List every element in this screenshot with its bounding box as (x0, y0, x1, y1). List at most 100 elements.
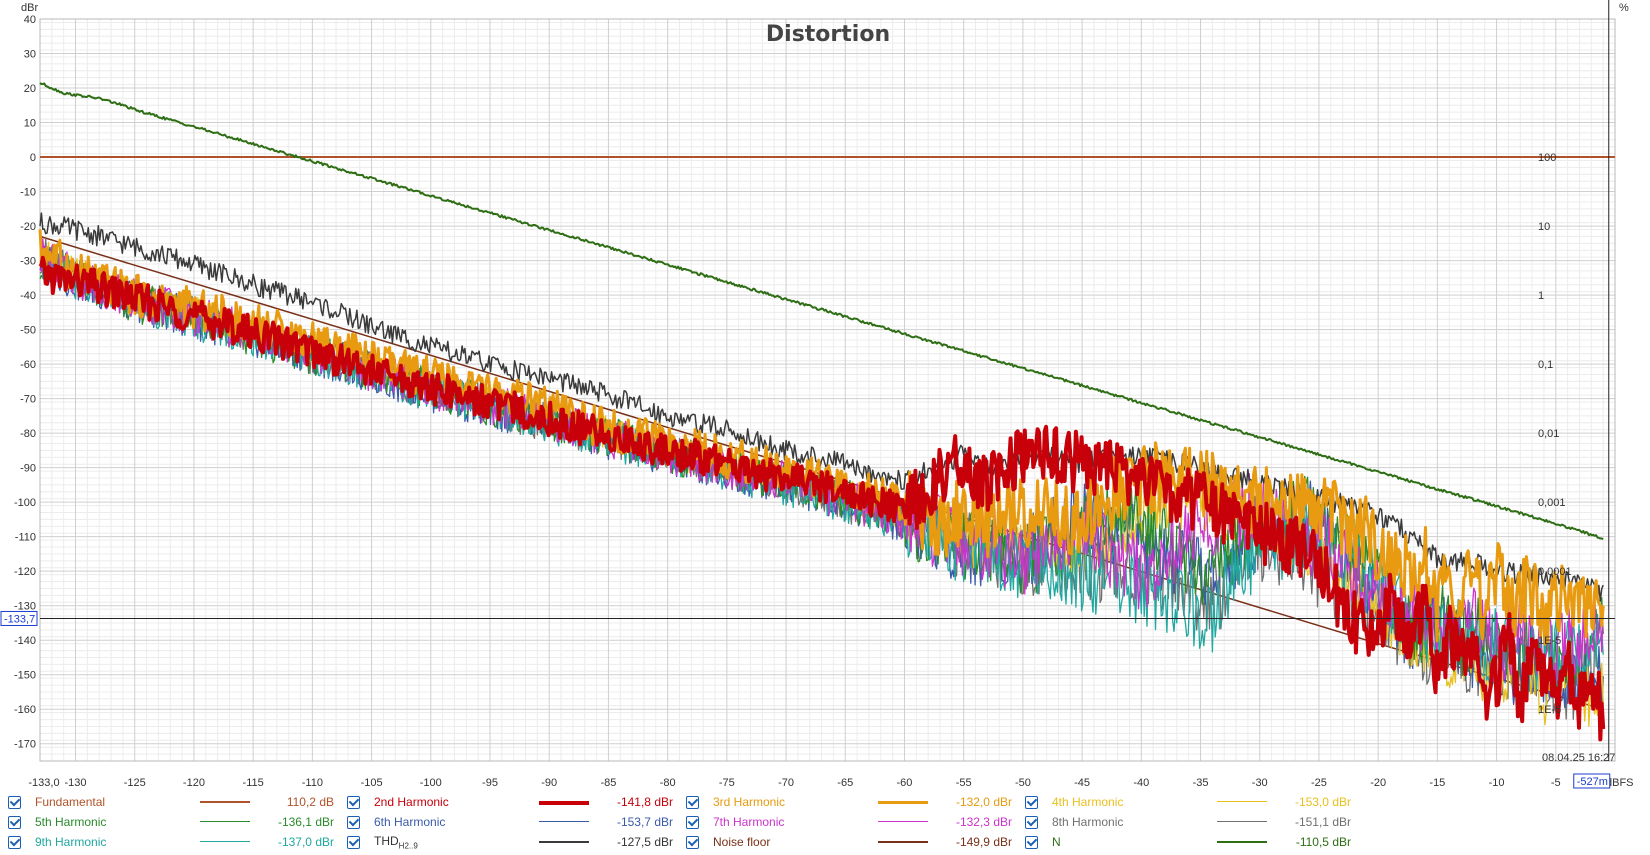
legend-value: -132,3 dBr (955, 815, 1012, 829)
cursor-x-box[interactable] (1573, 773, 1611, 789)
legend-checkbox[interactable] (347, 835, 360, 849)
legend-swatch (878, 821, 928, 822)
legend-checkbox[interactable] (8, 795, 21, 809)
legend-item-2nd-harmonic[interactable]: 2nd Harmonic -141,8 dBr (347, 792, 677, 812)
legend-item-5th-harmonic[interactable]: 5th Harmonic -136,1 dBr (8, 812, 338, 832)
timestamp: 08.04.25 16:27 (1542, 752, 1615, 764)
legend-value: -127,5 dBr (616, 835, 673, 849)
legend-checkbox[interactable] (8, 815, 21, 829)
y-right-tick-label: 0,01 (1538, 428, 1559, 440)
legend-label: N (1052, 835, 1061, 849)
y-tick-label: -20 (20, 221, 36, 233)
legend-checkbox[interactable] (686, 795, 699, 809)
legend-label: 3rd Harmonic (713, 795, 786, 809)
legend-item-4th-harmonic[interactable]: 4th Harmonic -153,0 dBr (1025, 792, 1355, 812)
legend-value: -136,1 dBr (277, 815, 334, 829)
series-line-2nd-harmonic (38, 255, 1606, 742)
x-tick-label: -105 (361, 777, 383, 789)
legend-swatch (200, 821, 250, 822)
x-tick-label: -75 (719, 777, 735, 789)
x-tick-label: -80 (660, 777, 676, 789)
legend-value: 110,2 dB (286, 795, 334, 809)
legend-checkbox[interactable] (1025, 795, 1038, 809)
y-tick-label: 20 (24, 83, 36, 95)
y-tick-label: -160 (14, 704, 36, 716)
x-first-tick-label: -133,0 (28, 777, 59, 789)
legend-value: -153,7 dBr (616, 815, 673, 829)
cursor-y-label[interactable]: -133,7 (4, 613, 35, 625)
legend-swatch (200, 841, 250, 842)
x-tick-label: -20 (1370, 777, 1386, 789)
y-right-tick-label: 0,0001 (1538, 566, 1572, 578)
legend-swatch (878, 841, 928, 843)
y-tick-label: -100 (14, 497, 36, 509)
legend-checkbox[interactable] (8, 835, 21, 849)
y-right-tick-label: 1E-6 (1538, 704, 1561, 716)
legend-swatch (1217, 801, 1267, 802)
legend-label: 4th Harmonic (1052, 795, 1124, 809)
y-tick-label: -170 (14, 739, 36, 751)
x-tick-label: -100 (420, 777, 442, 789)
legend-item-fundamental[interactable]: Fundamental 110,2 dB (8, 792, 338, 812)
legend-value: -137,0 dBr (277, 835, 334, 849)
legend-item-n[interactable]: N -110,5 dBr (1025, 832, 1355, 852)
x-tick-label: -30 (1252, 777, 1268, 789)
cursor-x-label[interactable]: -527m (1577, 776, 1608, 788)
x-tick-label: -60 (897, 777, 913, 789)
legend-checkbox[interactable] (686, 835, 699, 849)
x-unit: dBFS (1606, 777, 1634, 789)
legend-swatch (200, 801, 250, 803)
y-tick-label: -60 (20, 359, 36, 371)
x-tick-label: -110 (302, 777, 323, 789)
legend-item-9th-harmonic[interactable]: 9th Harmonic -137,0 dBr (8, 832, 338, 852)
axes-layer: -130 -125 -120 -115 -110 -105 -100 -95 -90 -85 -80… (14, 14, 1572, 789)
legend-checkbox[interactable] (347, 815, 360, 829)
y-right-tick-label: 0,1 (1538, 359, 1553, 371)
legend-swatch (878, 801, 928, 804)
legend-value: -110,5 dBr (1295, 835, 1351, 849)
legend-swatch (539, 821, 589, 822)
y-tick-label: -110 (15, 532, 36, 544)
y-tick-label: -40 (20, 290, 36, 302)
legend-item-thdh2-9[interactable]: THDH2..9 -127,5 dBr (347, 832, 677, 852)
legend-label: 8th Harmonic (1052, 815, 1124, 829)
legend-swatch (1217, 821, 1267, 822)
legend-label: Fundamental (35, 795, 106, 809)
x-tick-label: -15 (1429, 777, 1445, 789)
legend-checkbox[interactable] (1025, 815, 1038, 829)
legend-checkbox[interactable] (1025, 835, 1038, 849)
y-right-tick-label: 1E-5 (1538, 635, 1561, 647)
legend-value: -149,9 dBr (955, 835, 1012, 849)
x-tick-label: -90 (541, 777, 557, 789)
y-tick-label: -30 (20, 256, 36, 268)
y-tick-label: -140 (14, 635, 36, 647)
cursor-layer[interactable]: -133,7 -527m (0, 0, 1615, 789)
x-tick-label: -25 (1311, 777, 1327, 789)
legend-item-7th-harmonic[interactable]: 7th Harmonic -132,3 dBr (686, 812, 1016, 832)
legend-swatch (539, 841, 589, 843)
x-tick-label: -50 (1015, 777, 1031, 789)
legend-label: THDH2..9 (374, 833, 418, 851)
legend-item-noise-floor[interactable]: Noise floor -149,9 dBr (686, 832, 1016, 852)
legend-checkbox[interactable] (347, 795, 360, 809)
legend-label: 2nd Harmonic (374, 795, 449, 809)
legend-item-8th-harmonic[interactable]: 8th Harmonic -151,1 dBr (1025, 812, 1355, 832)
legend-swatch (1217, 841, 1267, 843)
y-right-unit: % (1619, 2, 1629, 14)
y-tick-label: -80 (20, 428, 36, 440)
legend-item-3rd-harmonic[interactable]: 3rd Harmonic -132,0 dBr (686, 792, 1016, 812)
y-tick-label: -120 (14, 566, 36, 578)
x-tick-label: -120 (183, 777, 205, 789)
distortion-chart: -130 -125 -120 -115 -110 -105 -100 -95 -90 -85 -80… (0, 0, 1634, 789)
x-tick-label: -130 (65, 777, 87, 789)
legend-checkbox[interactable] (686, 815, 699, 829)
y-right-tick-label: 100 (1538, 152, 1556, 164)
y-tick-label: -130 (14, 601, 36, 613)
legend-value: -153,0 dBr (1294, 795, 1351, 809)
legend-item-6th-harmonic[interactable]: 6th Harmonic -153,7 dBr (347, 812, 677, 832)
cursor-y-box[interactable] (0, 610, 38, 626)
x-tick-label: -95 (482, 777, 498, 789)
legend-value: -141,8 dBr (616, 795, 673, 809)
y-right-tick-label: 0,001 (1538, 497, 1566, 509)
y-tick-label: 0 (30, 152, 36, 164)
